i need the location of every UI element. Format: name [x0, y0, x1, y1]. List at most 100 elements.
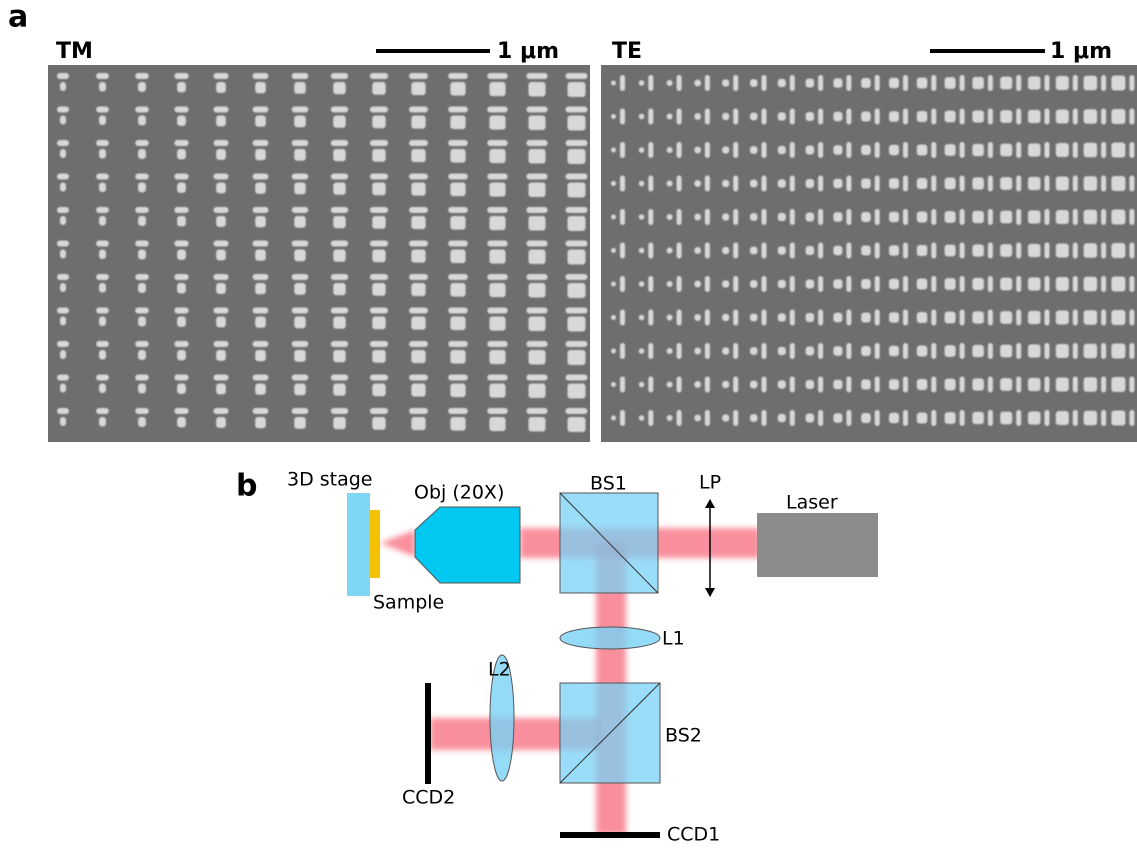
- sem-feature: [372, 417, 385, 430]
- sem-feature: [1101, 276, 1106, 292]
- sem-feature: [331, 207, 348, 213]
- sem-feature: [448, 274, 468, 280]
- sem-feature: [917, 144, 928, 155]
- sem-feature: [620, 377, 625, 393]
- sem-feature: [138, 384, 146, 394]
- sem-feature: [138, 183, 146, 193]
- sem-feature: [903, 310, 908, 326]
- sem-feature: [372, 317, 385, 330]
- sem-feature: [99, 183, 106, 192]
- sem-feature: [253, 308, 269, 314]
- sem-feature: [875, 276, 880, 292]
- sem-feature: [1111, 243, 1125, 258]
- sem-feature: [705, 142, 710, 158]
- sem-feature: [135, 140, 149, 146]
- sem-feature: [818, 243, 823, 259]
- sem-feature: [903, 75, 908, 91]
- sem-feature: [733, 276, 738, 292]
- sem-feature: [1111, 143, 1125, 158]
- sem-feature: [566, 241, 588, 247]
- sem-feature: [213, 73, 228, 79]
- sem-feature: [960, 377, 965, 393]
- image-title: TM: [56, 39, 93, 64]
- sem-feature: [409, 174, 428, 180]
- sem-feature: [972, 244, 984, 256]
- sem-feature: [292, 341, 309, 347]
- sem-feature: [960, 343, 965, 359]
- sem-feature: [96, 241, 109, 247]
- sem-feature: [213, 308, 228, 314]
- sem-feature: [566, 375, 588, 381]
- sem-feature: [487, 274, 507, 280]
- sem-feature: [528, 82, 545, 97]
- sem-feature: [213, 274, 228, 280]
- sem-feature: [733, 377, 738, 393]
- sem-feature: [960, 142, 965, 158]
- sem-feature: [1073, 75, 1078, 91]
- sem-feature: [448, 375, 468, 381]
- panel-label: b: [236, 469, 257, 504]
- sem-feature: [216, 183, 226, 194]
- sem-feature: [648, 276, 653, 292]
- sem-feature: [292, 207, 309, 213]
- sem-feature: [875, 75, 880, 91]
- sem-feature: [213, 408, 228, 414]
- sem-feature: [762, 75, 767, 91]
- sem-feature: [528, 384, 545, 399]
- sem-feature: [694, 381, 701, 388]
- sem-feature: [648, 176, 653, 192]
- sem-feature: [1111, 109, 1125, 124]
- camera: [425, 683, 431, 784]
- sem-feature: [292, 241, 309, 247]
- sem-feature: [528, 149, 545, 164]
- sem-feature: [889, 279, 899, 290]
- component-label: L2: [488, 659, 511, 681]
- sem-feature: [253, 174, 269, 180]
- sem-feature: [255, 384, 266, 395]
- sem-feature: [875, 310, 880, 326]
- sem-feature: [216, 317, 226, 328]
- sem-feature: [487, 375, 507, 381]
- sem-feature: [448, 241, 468, 247]
- sem-feature: [889, 245, 899, 256]
- sem-feature: [694, 214, 701, 221]
- sem-feature: [294, 116, 306, 128]
- sem-feature: [450, 317, 465, 331]
- sem-feature: [1101, 343, 1106, 359]
- sem-feature: [733, 109, 738, 125]
- sem-feature: [648, 310, 653, 326]
- component-label: LP: [699, 472, 721, 494]
- sem-feature: [1111, 310, 1125, 325]
- sem-feature: [331, 73, 348, 79]
- sem-feature: [1016, 75, 1021, 91]
- sem-feature: [722, 213, 729, 220]
- sem-feature: [138, 317, 146, 327]
- sem-feature: [57, 308, 69, 314]
- sem-feature: [833, 145, 842, 154]
- sem-feature: [1084, 109, 1098, 123]
- sem-feature: [372, 384, 385, 397]
- sem-feature: [450, 183, 465, 197]
- sem-feature: [99, 250, 106, 259]
- sem-feature: [255, 116, 266, 127]
- sem-feature: [409, 308, 428, 314]
- sem-feature: [875, 176, 880, 192]
- sem-feature: [945, 312, 956, 324]
- sem-feature: [1045, 176, 1050, 192]
- sem-feature: [833, 279, 842, 288]
- sem-feature: [566, 174, 588, 180]
- sem-feature: [639, 114, 645, 120]
- sem-feature: [972, 144, 984, 156]
- sem-feature: [722, 414, 729, 421]
- sem-feature: [489, 283, 505, 297]
- sem-feature: [1129, 377, 1134, 393]
- sem-feature: [174, 341, 188, 347]
- sem-feature: [568, 250, 586, 265]
- sem-feature: [988, 310, 993, 326]
- sem-feature: [762, 243, 767, 259]
- sem-feature: [903, 109, 908, 125]
- sem-feature: [917, 412, 928, 423]
- component-label: CCD1: [667, 824, 720, 846]
- sem-feature: [917, 345, 928, 356]
- sem-feature: [806, 112, 815, 121]
